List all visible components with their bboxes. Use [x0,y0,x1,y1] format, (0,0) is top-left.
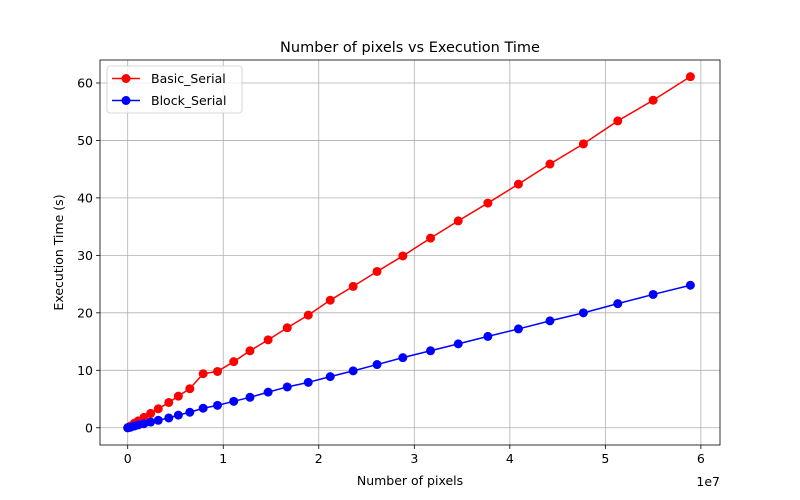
data-point-basic-serial [198,369,208,379]
data-point-basic-serial [213,366,222,376]
data-point-block-serial [426,346,436,356]
data-point-block-serial [164,413,174,423]
x-axis-offset-label: 1e7 [696,474,720,489]
x-tick-label: 4 [506,451,514,466]
y-tick-label: 10 [77,363,93,378]
data-point-block-serial [185,407,195,417]
x-tick-label: 6 [697,451,705,466]
data-point-basic-serial [245,346,255,356]
data-point-block-serial [213,400,222,410]
data-point-basic-serial [229,357,239,367]
y-tick-label: 20 [77,305,93,320]
data-point-block-serial [245,392,255,402]
data-point-block-serial [325,372,335,382]
data-point-basic-serial [372,266,382,276]
data-point-block-serial [483,331,493,341]
data-point-block-serial [372,360,382,370]
data-point-block-serial [173,410,183,420]
data-point-basic-serial [164,397,174,407]
data-point-block-serial [613,299,623,309]
data-point-basic-serial [185,384,195,394]
x-axis-label: Number of pixels [357,473,463,488]
x-tick-label: 5 [601,451,609,466]
y-axis-ticks: 0 10 20 30 40 50 60 [77,75,100,435]
series-block-serial [123,280,695,433]
chart-title: Number of pixels vs Execution Time [280,40,540,56]
data-point-block-serial [545,316,555,326]
y-tick-label: 60 [77,75,93,90]
data-point-basic-serial [578,139,588,149]
data-point-block-serial [578,308,588,318]
x-tick-label: 3 [410,451,418,466]
data-point-block-serial [513,324,523,334]
data-point-basic-serial [282,323,292,333]
data-point-block-serial [348,366,358,376]
data-point-block-serial [453,339,463,349]
data-point-block-serial [153,415,163,425]
data-point-block-serial [229,396,239,406]
legend-marker-block-serial [121,96,131,105]
y-tick-label: 50 [77,133,93,148]
data-point-basic-serial [146,408,156,418]
grid [100,60,720,445]
data-point-basic-serial [173,391,183,401]
legend: Basic_Serial Block_Serial [106,65,243,114]
axes-frame [99,59,721,446]
data-point-basic-serial [613,116,623,126]
legend-label-block-serial: Block_Serial [151,93,226,108]
y-tick-label: 30 [77,248,93,263]
data-point-basic-serial [545,159,555,169]
data-point-basic-serial [648,95,658,105]
data-point-basic-serial [453,216,463,226]
legend-label-basic-serial: Basic_Serial [151,71,226,86]
legend-box [106,65,243,114]
y-tick-label: 0 [85,420,93,435]
data-point-block-serial [648,289,658,299]
data-point-basic-serial [426,233,436,243]
data-point-block-serial [303,377,313,387]
x-tick-label: 2 [315,451,323,466]
data-point-basic-serial [325,295,335,305]
data-point-basic-serial [513,179,523,189]
data-point-basic-serial [303,310,313,320]
data-point-basic-serial [398,251,408,261]
data-point-block-serial [282,382,292,392]
y-axis-label: Execution Time (s) [51,194,66,310]
data-point-basic-serial [348,281,358,291]
data-point-block-serial [146,417,156,427]
data-point-basic-serial [483,198,493,208]
legend-marker-basic-serial [121,74,131,83]
data-point-block-serial [263,387,273,397]
x-tick-label: 1 [219,451,227,466]
data-point-block-serial [198,403,208,413]
data-point-basic-serial [153,404,163,414]
series-layer [123,72,695,433]
x-axis-ticks: 0 1 2 3 4 5 6 [124,445,705,466]
data-point-basic-serial [263,335,273,345]
x-tick-label: 0 [124,451,132,466]
data-point-block-serial [398,353,408,363]
data-point-basic-serial [685,72,695,82]
data-point-basic-serial [139,412,149,422]
y-tick-label: 40 [77,190,93,205]
data-point-block-serial [685,280,695,290]
